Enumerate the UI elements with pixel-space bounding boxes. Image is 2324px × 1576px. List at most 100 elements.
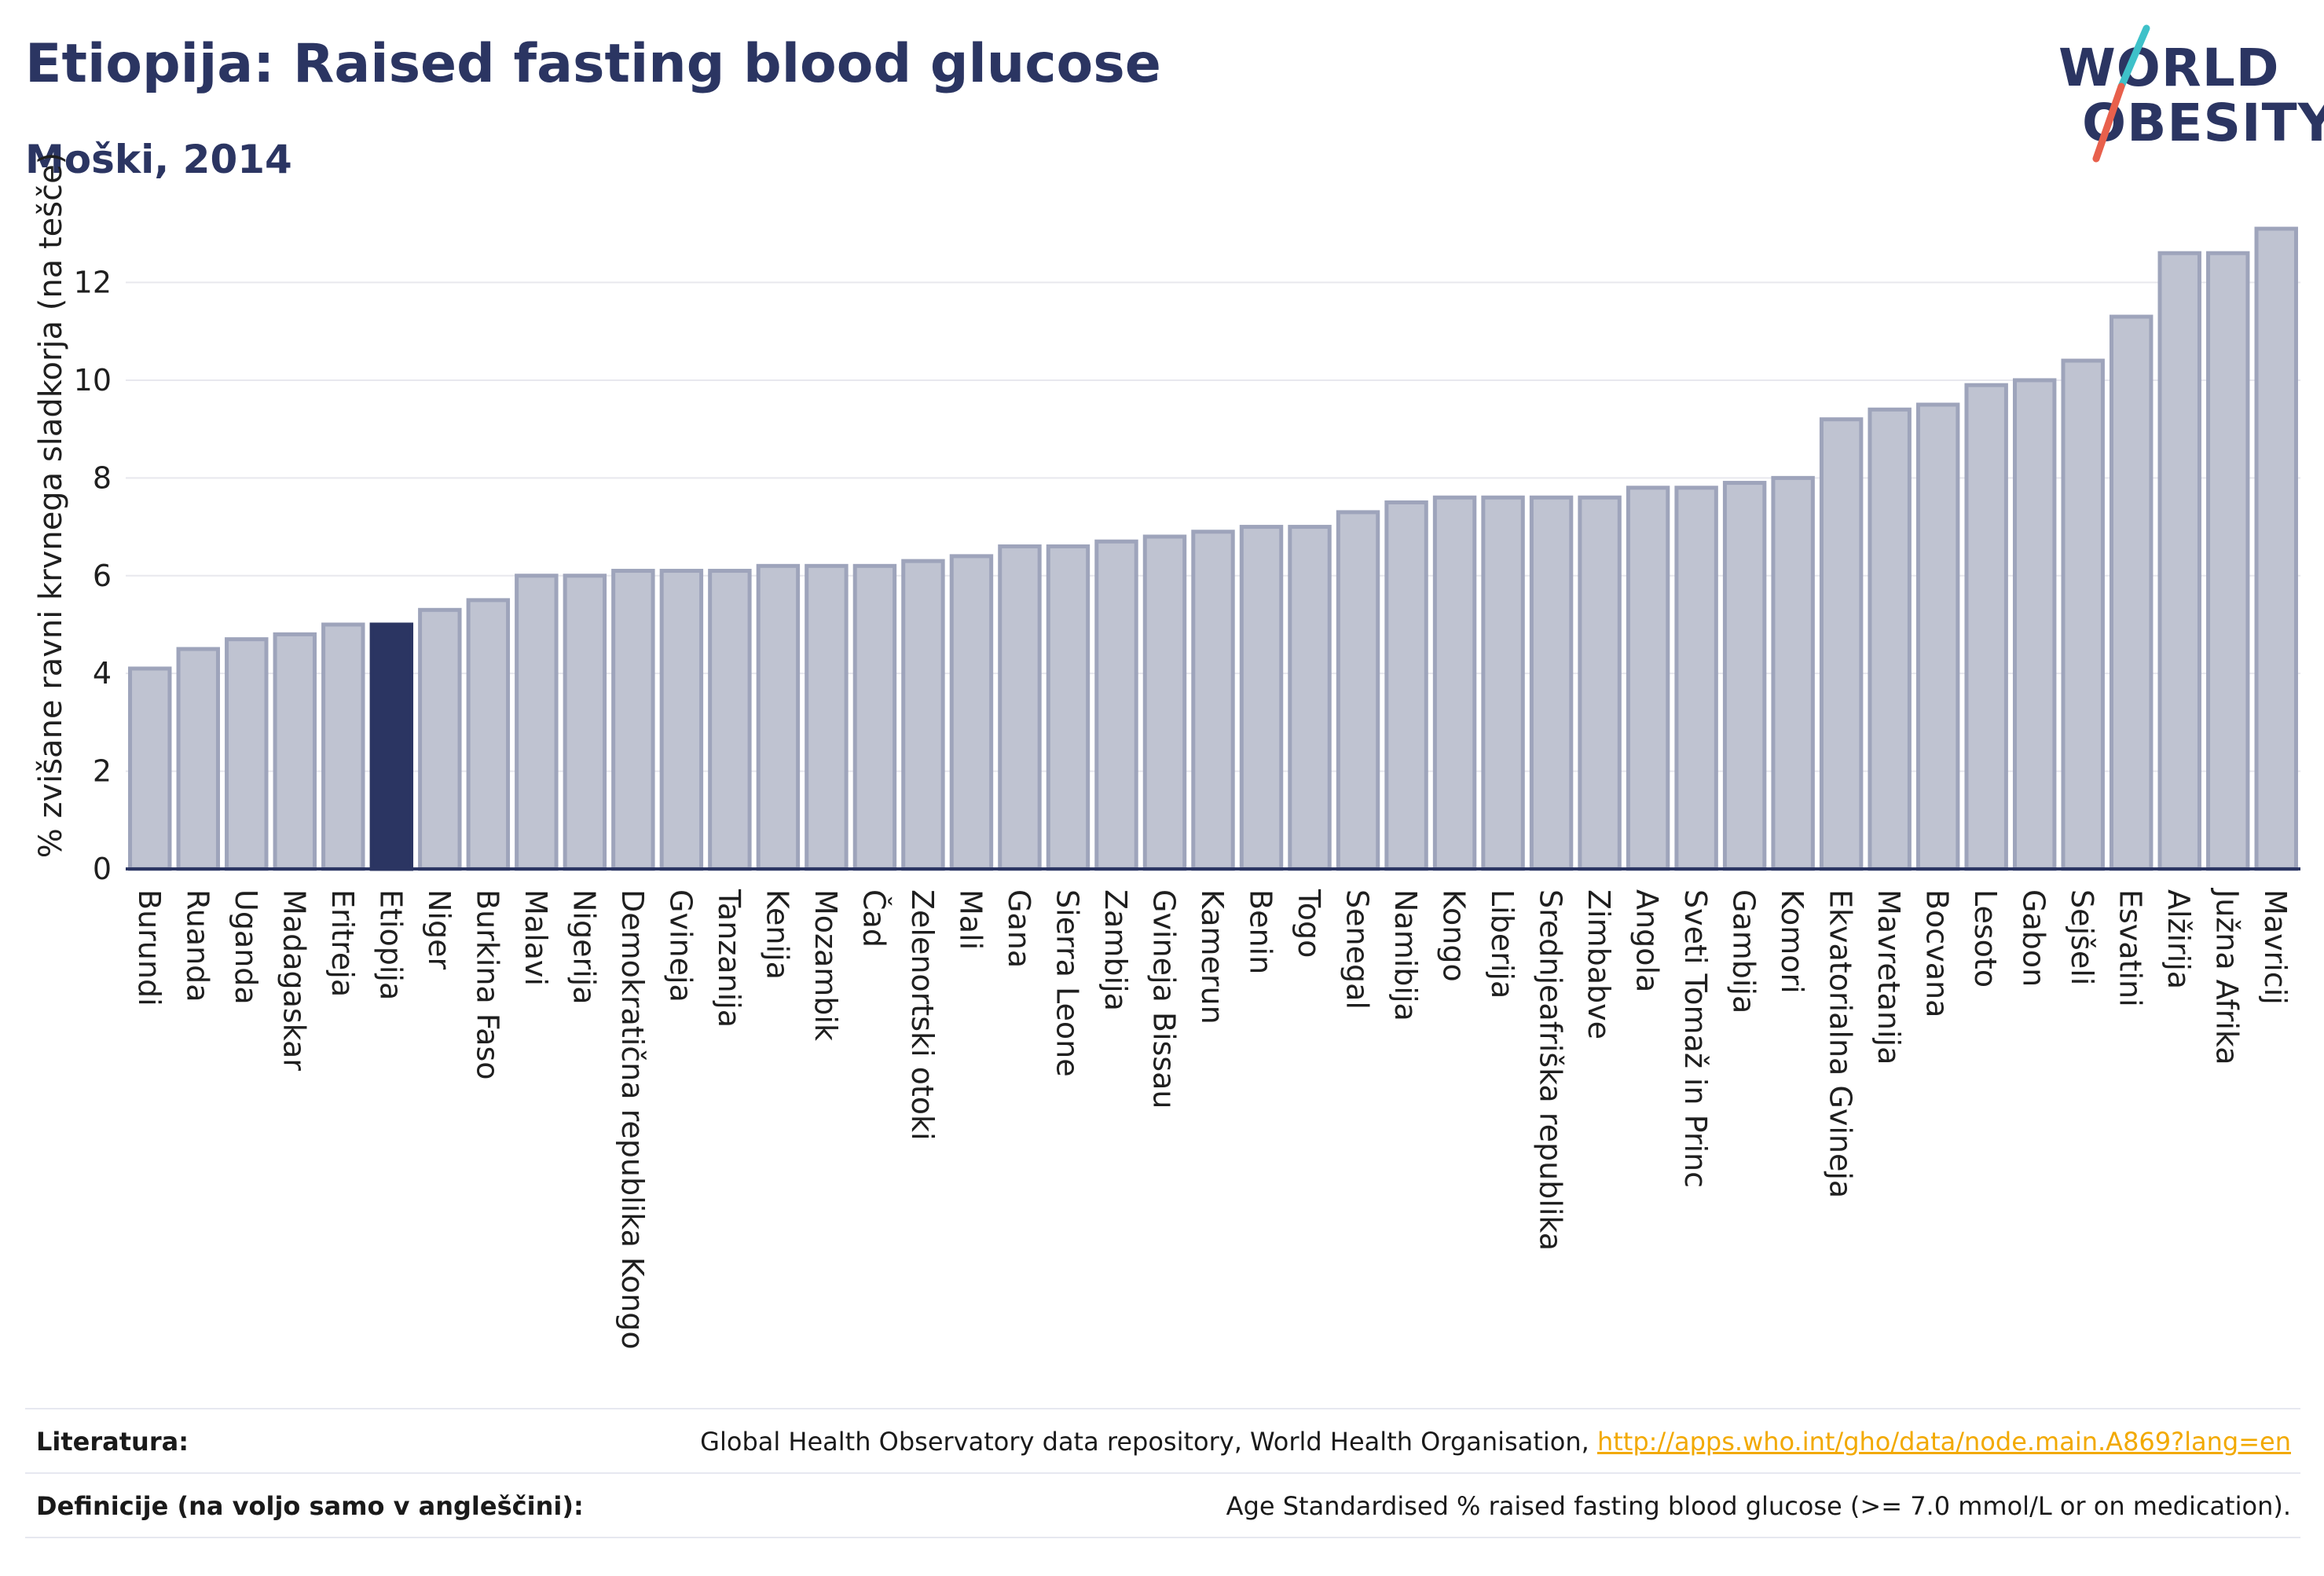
x-tick-label: Mavretanija — [1871, 889, 1906, 1065]
bar[interactable] — [852, 563, 897, 871]
bar[interactable] — [2109, 314, 2154, 871]
y-tick-label: 8 — [93, 460, 112, 495]
x-tick-label: Gvineja — [663, 889, 698, 1002]
literature-row: Literatura: Global Health Observatory da… — [25, 1409, 2300, 1472]
bar[interactable] — [2012, 378, 2057, 871]
x-tick-label: Kamerun — [1195, 889, 1230, 1024]
footer-divider-top — [25, 1408, 2300, 1409]
bar[interactable] — [1964, 383, 2008, 871]
x-tick-label: Ekvatorialna Gvineja — [1824, 889, 1858, 1198]
x-tick-label: Angola — [1630, 889, 1665, 992]
bar[interactable] — [418, 607, 462, 871]
x-tick-label: Namibija — [1388, 889, 1423, 1021]
bar[interactable] — [1288, 525, 1332, 871]
bar[interactable] — [321, 622, 365, 871]
bar[interactable] — [1915, 402, 1960, 871]
bar[interactable] — [273, 632, 317, 871]
bar-highlight[interactable] — [369, 622, 414, 871]
x-tick-label: Mali — [953, 889, 988, 950]
x-tick-label: Bocvana — [1920, 889, 1955, 1017]
bar[interactable] — [659, 569, 704, 871]
bar[interactable] — [1384, 500, 1428, 871]
logo-slash-icon — [2092, 24, 2150, 163]
x-axis-labels: Burundi Ruanda Uganda Madagaskar Eritreja Eti… — [132, 888, 2293, 1350]
bar[interactable] — [563, 574, 607, 871]
bar[interactable] — [176, 647, 220, 871]
chart-subtitle: Moški, 2014 — [25, 137, 292, 182]
bar[interactable] — [1868, 407, 1912, 871]
x-tick-label: Madagaskar — [277, 889, 311, 1071]
bar[interactable] — [2206, 251, 2250, 871]
bar[interactable] — [949, 554, 994, 871]
bar[interactable] — [1529, 495, 1574, 871]
y-tick-label: 10 — [74, 363, 112, 398]
x-tick-label: Eritreja — [325, 889, 360, 997]
bar[interactable] — [1142, 534, 1187, 871]
y-tick-label: 6 — [93, 559, 112, 593]
bar[interactable] — [1336, 510, 1380, 871]
footer-divider-middle — [25, 1472, 2300, 1474]
y-tick-label: 4 — [93, 656, 112, 691]
bar[interactable] — [1674, 486, 1718, 871]
bar[interactable] — [708, 569, 752, 871]
x-tick-label: Gambija — [1727, 889, 1761, 1013]
logo-line-1: WORLD — [2058, 38, 2280, 98]
x-tick-label: Gvineja Bissau — [1146, 889, 1181, 1109]
y-axis-ticks: 0 2 4 6 8 10 12 — [74, 266, 112, 886]
bar[interactable] — [1771, 475, 1815, 871]
logo-line-2: OBESITY — [2082, 93, 2324, 153]
x-tick-label: Niger — [422, 889, 456, 969]
x-tick-label: Mozambik — [808, 889, 843, 1041]
bar[interactable] — [128, 666, 172, 871]
bar[interactable] — [466, 598, 511, 871]
footer-divider-bottom — [25, 1537, 2300, 1538]
x-tick-label: Esvatini — [2113, 889, 2148, 1007]
x-tick-label: Togo — [1292, 889, 1326, 958]
x-tick-label: Burundi — [132, 889, 167, 1006]
bar[interactable] — [1094, 539, 1138, 871]
x-tick-label: Uganda — [229, 889, 263, 1005]
x-tick-label: Senegal — [1340, 889, 1375, 1010]
bar[interactable] — [756, 563, 801, 871]
y-tick-label: 0 — [93, 852, 112, 886]
bar[interactable] — [1626, 486, 1670, 871]
x-tick-label: Liberija — [1485, 889, 1519, 999]
x-tick-label: Srednjeafriška republika — [1534, 889, 1568, 1251]
bar[interactable] — [2061, 358, 2105, 871]
bar[interactable] — [1239, 525, 1284, 871]
bar[interactable] — [1819, 417, 1864, 871]
bar[interactable] — [998, 544, 1042, 871]
bar[interactable] — [901, 559, 945, 871]
y-tick-label: 2 — [93, 754, 112, 789]
x-tick-label: Komori — [1775, 889, 1809, 994]
x-tick-label: Demokratična republika Kongo — [615, 889, 650, 1350]
bar[interactable] — [1481, 495, 1525, 871]
literature-text: Global Health Observatory data repositor… — [700, 1427, 1597, 1457]
bar[interactable] — [515, 574, 559, 871]
bar[interactable] — [805, 563, 849, 871]
x-tick-label: Alžirija — [2161, 889, 2196, 989]
bar[interactable] — [2157, 251, 2201, 871]
x-tick-label: Gana — [1002, 889, 1036, 968]
x-tick-label: Ruanda — [180, 889, 214, 1002]
bar[interactable] — [1191, 530, 1235, 871]
bar[interactable] — [2254, 226, 2298, 871]
x-tick-label: Zelenortski otoki — [905, 889, 940, 1141]
x-tick-label: Nigerija — [566, 889, 601, 1005]
bar[interactable] — [1722, 481, 1767, 871]
literature-label: Literatura: — [36, 1427, 189, 1457]
bar[interactable] — [1046, 544, 1091, 871]
bar[interactable] — [1578, 495, 1622, 871]
bar-chart: 0 2 4 6 8 10 12 Burundi Ruanda Uganda Madagaskar E… — [33, 152, 2300, 1350]
literature-link[interactable]: http://apps.who.int/gho/data/node.main.A… — [1596, 1427, 2291, 1457]
bar[interactable] — [611, 569, 655, 871]
definitions-row: Definicije (na voljo samo v angleščini):… — [25, 1474, 2300, 1537]
x-tick-label: Gabon — [2017, 889, 2051, 987]
x-tick-label: Mavricij — [2258, 889, 2293, 1005]
bar[interactable] — [225, 637, 269, 871]
x-tick-label: Sveti Tomaž in Princ — [1678, 889, 1713, 1188]
x-tick-label: Južna Afrika — [2210, 888, 2245, 1065]
x-tick-label: Zimbabve — [1582, 889, 1616, 1039]
bar[interactable] — [1432, 495, 1477, 871]
x-tick-label: Etiopija — [373, 889, 408, 1000]
